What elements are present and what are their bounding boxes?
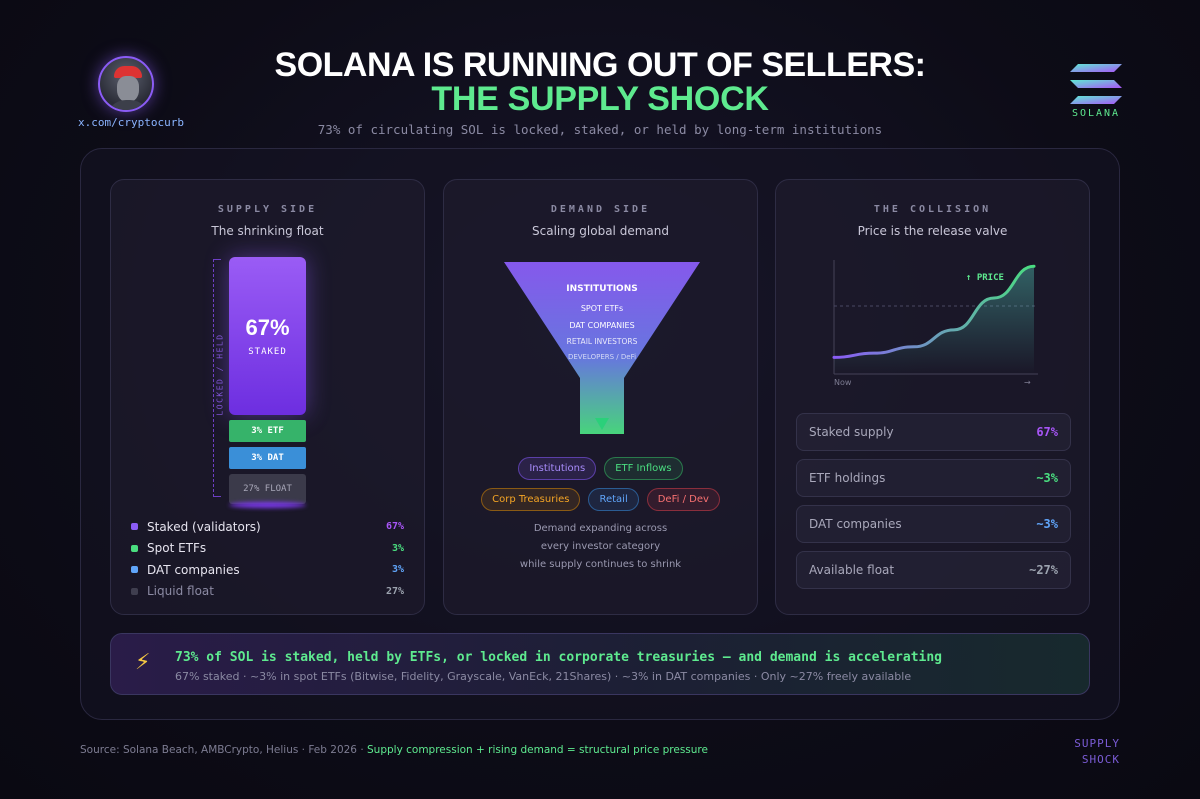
author-handle[interactable]: x.com/cryptocurb <box>78 116 184 129</box>
solana-logo-text: SOLANA <box>1071 108 1121 119</box>
demand-note-line: Demand expanding across <box>533 523 668 534</box>
stat-row: ETF holdings ~3% <box>796 459 1071 497</box>
stat-label: Staked supply <box>809 425 894 439</box>
tag-line: SHOCK <box>1081 753 1120 766</box>
stat-row: Staked supply 67% <box>796 413 1071 451</box>
segment-etf: 3% ETF <box>229 420 306 442</box>
lightning-icon: ⚡ <box>135 650 151 675</box>
stack-axis <box>213 259 221 497</box>
stat-label: ETF holdings <box>809 471 886 485</box>
source-note: Source: Solana Beach, AMBCrypto, Helius … <box>80 744 708 756</box>
legend-item: Liquid float 27% <box>131 581 404 603</box>
demand-pills: Institutions ETF Inflows Corp Treasuries… <box>444 457 757 519</box>
segment-float: 27% FLOAT <box>229 474 306 504</box>
legend-swatch <box>131 523 138 531</box>
pill-institutions[interactable]: Institutions <box>518 457 597 480</box>
demand-note-line: while supply continues to shrink <box>519 559 682 570</box>
legend-item: DAT companies 3% <box>131 559 404 581</box>
legend-value: 27% <box>385 585 404 597</box>
staked-text: STAKED <box>248 347 287 357</box>
avatar <box>98 56 154 112</box>
stat-value: ~3% <box>1036 471 1058 485</box>
legend-label: DAT companies <box>147 562 240 577</box>
source-text: Source: Solana Beach, AMBCrypto, Helius … <box>80 744 368 756</box>
price-area <box>834 266 1034 374</box>
staked-percent: 67% <box>245 315 290 340</box>
supply-panel: SUPPLY SIDE The shrinking float LOCKED /… <box>110 179 425 615</box>
funnel-arrow-icon <box>595 418 609 430</box>
source-highlight: Supply compression + rising demand = str… <box>367 744 708 756</box>
page-title-highlight: THE SUPPLY SHOCK <box>431 80 769 118</box>
collision-label: THE COLLISION <box>873 204 992 215</box>
demand-label: DEMAND SIDE <box>550 204 651 215</box>
legend-value: 3% <box>391 564 404 576</box>
collision-panel: THE COLLISION Price is the release valve… <box>775 179 1090 615</box>
legend-item: Spot ETFs 3% <box>131 538 404 560</box>
demand-note-line: every investor category <box>540 541 661 552</box>
callout-detail: 67% staked · ~3% in spot ETFs (Bitwise, … <box>175 670 912 683</box>
stat-value: ~3% <box>1036 517 1058 531</box>
page-subtitle: 73% of circulating SOL is locked, staked… <box>317 122 883 137</box>
legend-value: 3% <box>391 542 404 554</box>
collision-subtitle: Price is the release valve <box>857 224 1008 238</box>
legend-label: Staked (validators) <box>147 519 261 534</box>
stat-value: 67% <box>1036 425 1058 439</box>
price-line <box>832 264 1036 359</box>
supply-shock-tag: SUPPLY SHOCK <box>1060 736 1120 768</box>
axis-label: LOCKED / HELD <box>215 333 225 416</box>
supply-legend: Staked (validators) 67% Spot ETFs 3% DAT… <box>131 516 404 602</box>
funnel-item: INSTITUTIONS <box>566 284 638 294</box>
segment-staked: 67% STAKED <box>229 257 306 415</box>
x-end-label: → <box>1024 378 1031 387</box>
pill-etf-inflows[interactable]: ETF Inflows <box>604 457 683 480</box>
legend-swatch <box>131 544 138 552</box>
demand-subtitle: Scaling global demand <box>532 224 669 238</box>
price-chart: ↑ PRICE Now → <box>832 260 1038 387</box>
summary-callout: ⚡ 73% of SOL is staked, held by ETFs, or… <box>110 633 1090 695</box>
legend-item: Staked (validators) 67% <box>131 516 404 538</box>
page-title: SOLANA IS RUNNING OUT OF SELLERS: <box>274 46 926 84</box>
legend-label: Spot ETFs <box>147 541 207 556</box>
stat-label: Available float <box>809 563 895 577</box>
legend-swatch <box>131 566 138 574</box>
funnel-item: DAT COMPANIES <box>569 321 635 330</box>
demand-funnel: INSTITUTIONS SPOT ETFs DAT COMPANIES RET… <box>502 260 702 440</box>
stat-row: Available float ~27% <box>796 551 1071 589</box>
supply-subtitle: The shrinking float <box>211 224 324 238</box>
segment-dat: 3% DAT <box>229 447 306 469</box>
callout-headline: 73% of SOL is staked, held by ETFs, or l… <box>175 650 943 665</box>
solana-logo-icon <box>1070 64 1122 104</box>
stat-value: ~27% <box>1029 563 1058 577</box>
legend-value: 67% <box>385 521 404 533</box>
segment-glow <box>229 502 306 508</box>
pill-retail[interactable]: Retail <box>588 488 639 511</box>
legend-label: Liquid float <box>147 584 214 599</box>
funnel-item: DEVELOPERS / DeFi <box>567 353 637 361</box>
pill-corp-treasuries[interactable]: Corp Treasuries <box>481 488 581 511</box>
price-label: ↑ PRICE <box>966 273 1004 283</box>
tag-line: SUPPLY <box>1074 737 1120 750</box>
demand-note: Demand expanding across every investor c… <box>444 520 757 574</box>
pill-defi-dev[interactable]: DeFi / Dev <box>646 488 720 511</box>
stat-row: DAT companies ~3% <box>796 505 1071 543</box>
funnel-item: SPOT ETFs <box>580 304 624 313</box>
funnel-item: RETAIL INVESTORS <box>566 337 638 346</box>
stat-label: DAT companies <box>809 517 902 531</box>
funnel-shape <box>504 262 700 434</box>
x-start-label: Now <box>834 378 852 387</box>
demand-panel: DEMAND SIDE Scaling global demand INSTIT… <box>443 179 758 615</box>
supply-label: SUPPLY SIDE <box>217 204 318 215</box>
legend-swatch <box>131 587 138 595</box>
